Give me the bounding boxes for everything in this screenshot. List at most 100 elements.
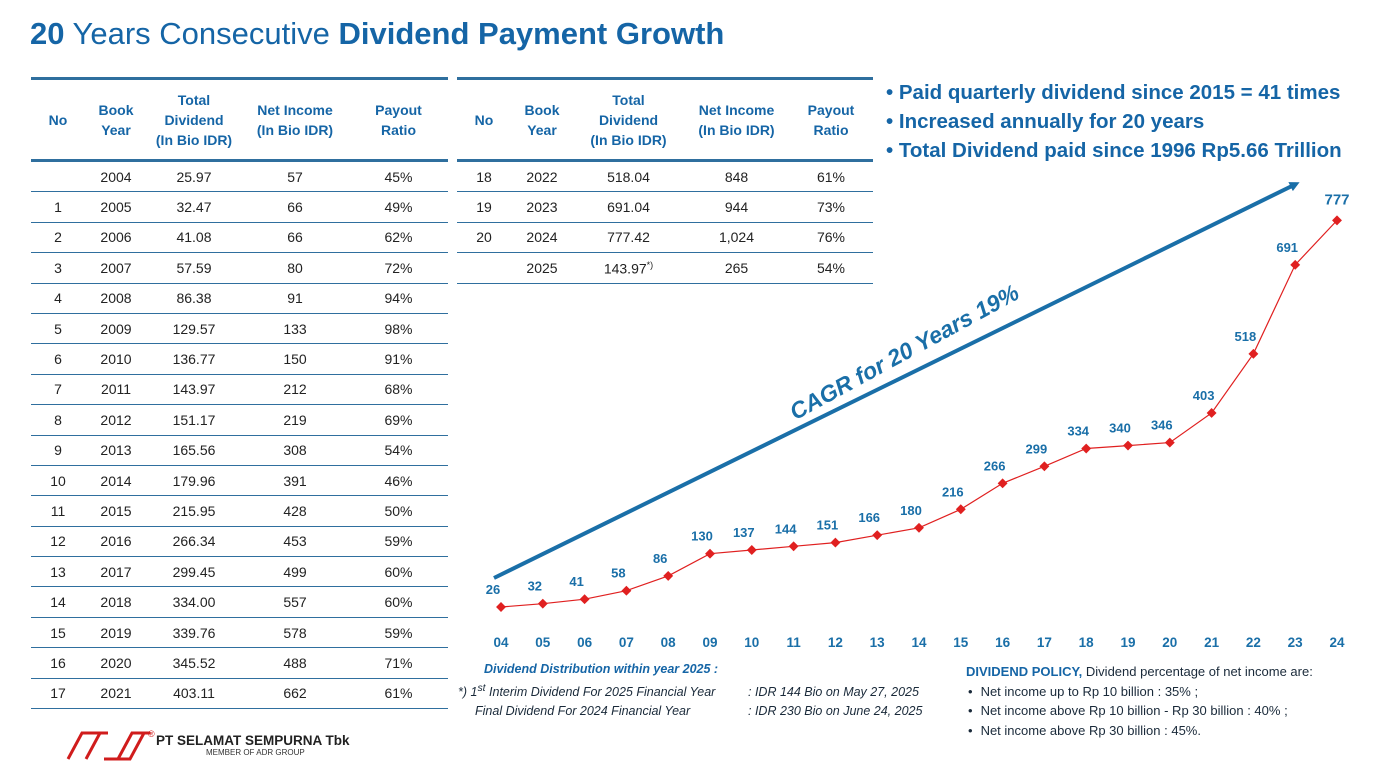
data-label: 86	[653, 551, 667, 566]
highlight-item: • Paid quarterly dividend since 2015 = 4…	[886, 81, 1341, 104]
cell-net-income: 499	[241, 556, 349, 588]
data-point	[621, 585, 632, 596]
cell-total-dividend: 299.45	[147, 556, 241, 588]
company-logo: ® PT SELAMAT SEMPURNA Tbk MEMBER OF ADR …	[64, 727, 364, 767]
data-label: 41	[569, 574, 583, 589]
cell-net-income: 80	[241, 252, 349, 284]
footnote-mark: *)	[646, 259, 654, 270]
x-tick-label: 04	[493, 635, 509, 650]
company-name: PT SELAMAT SEMPURNA Tbk	[156, 733, 350, 748]
policy-item: Net income up to Rp 10 billion : 35% ;	[966, 682, 1313, 702]
data-label: 216	[942, 484, 964, 499]
table-row: 13 2017 299.45 499 60%	[31, 556, 448, 588]
data-point	[1081, 443, 1092, 454]
x-tick-label: 06	[577, 635, 593, 650]
col-header-total-dividend: Total Dividend (In Bio IDR)	[590, 91, 667, 148]
table-row: 9 2013 165.56 308 54%	[31, 435, 448, 466]
cell-net-income: 848	[684, 160, 789, 193]
data-label: 777	[1324, 191, 1349, 208]
data-label: 58	[611, 566, 625, 581]
cell-no: 2	[31, 222, 85, 254]
cell-no: 12	[31, 526, 85, 558]
cell-payout-ratio: 60%	[349, 556, 448, 588]
table-row: 7 2011 143.97 212 68%	[31, 374, 448, 406]
cell-net-income: 133	[241, 313, 349, 345]
table-row: 11 2015 215.95 428 50%	[31, 495, 448, 527]
cell-book-year: 2021	[85, 678, 147, 710]
cell-net-income: 219	[241, 404, 349, 436]
col-header-total-dividend: Total Dividend (In Bio IDR)	[155, 91, 233, 148]
table-row: 12 2016 266.34 453 59%	[31, 526, 448, 558]
cell-payout-ratio: 68%	[349, 374, 448, 406]
table-row: 16 2020 345.52 488 71%	[31, 647, 448, 679]
data-label: 137	[733, 525, 755, 540]
dividend-table-right: No Book Year Total Dividend (In Bio IDR) Ne…	[457, 77, 873, 284]
cell-total-dividend: 339.76	[147, 617, 241, 649]
cell-book-year: 2025	[511, 252, 573, 284]
cell-payout-ratio: 94%	[349, 283, 448, 314]
x-tick-label: 24	[1329, 635, 1345, 650]
cell-book-year: 2006	[85, 222, 147, 254]
x-tick-label: 07	[619, 635, 634, 650]
x-tick-label: 23	[1288, 635, 1304, 650]
cell-payout-ratio: 91%	[349, 343, 448, 375]
cell-total-dividend: 86.38	[147, 283, 241, 314]
cell-payout-ratio: 45%	[349, 160, 448, 193]
data-point	[496, 602, 506, 612]
cell-total-dividend: 41.08	[147, 222, 241, 254]
data-label: 346	[1151, 418, 1173, 433]
data-point	[1332, 215, 1342, 226]
policy-item: Net income above Rp 30 billion : 45%.	[966, 721, 1313, 741]
data-label: 266	[984, 458, 1006, 473]
data-label: 299	[1026, 441, 1048, 456]
cell-book-year: 2008	[85, 283, 147, 314]
dividend-table-left: No Book Year Total Dividend (In Bio IDR) Ne…	[31, 77, 448, 710]
page-title: 20 Years Consecutive Dividend Payment Gr…	[30, 16, 725, 51]
cell-net-income: 1,024	[684, 222, 789, 254]
table-row: 17 2021 403.11 662 61%	[31, 678, 448, 710]
x-tick-label: 22	[1246, 635, 1261, 650]
data-label: 334	[1067, 424, 1089, 439]
cell-total-dividend: 179.96	[147, 465, 241, 497]
cell-payout-ratio: 59%	[349, 526, 448, 558]
data-point	[1206, 408, 1217, 418]
x-tick-label: 14	[911, 635, 927, 650]
cell-payout-ratio: 59%	[349, 617, 448, 649]
cell-book-year: 2022	[511, 160, 573, 193]
cell-no: 15	[31, 617, 85, 649]
x-tick-label: 12	[828, 635, 843, 650]
data-label: 340	[1109, 421, 1131, 436]
cell-total-dividend: 334.00	[147, 586, 241, 618]
cell-total-dividend: 266.34	[147, 526, 241, 558]
cell-total-dividend: 691.04	[573, 191, 684, 223]
table-row: 8 2012 151.17 219 69%	[31, 404, 448, 436]
data-point	[1248, 348, 1259, 359]
cell-book-year: 2004	[85, 160, 147, 193]
cell-net-income: 662	[241, 678, 349, 710]
data-point	[537, 598, 548, 609]
cell-book-year: 2005	[85, 191, 147, 223]
data-point	[914, 522, 924, 533]
cell-payout-ratio: 71%	[349, 647, 448, 679]
table-row: 5 2009 129.57 133 98%	[31, 313, 448, 345]
cell-payout-ratio: 73%	[789, 191, 873, 223]
data-point	[997, 478, 1008, 489]
data-label: 151	[817, 518, 839, 533]
x-tick-label: 10	[744, 635, 759, 650]
cell-net-income: 212	[241, 374, 349, 406]
cell-total-dividend: 129.57	[147, 313, 241, 345]
policy-heading: DIVIDEND POLICY, Dividend percentage of …	[966, 664, 1313, 679]
cell-net-income: 578	[241, 617, 349, 649]
cell-total-dividend: 25.97	[147, 160, 241, 193]
cell-total-dividend: 143.97*)	[573, 252, 684, 284]
cell-total-dividend: 32.47	[147, 191, 241, 223]
cell-no: 16	[31, 647, 85, 679]
cell-book-year: 2024	[511, 222, 573, 254]
col-header-book-year: Book Year	[98, 101, 134, 138]
cell-no: 4	[31, 283, 85, 314]
cell-book-year: 2015	[85, 495, 147, 527]
cell-payout-ratio: 98%	[349, 313, 448, 345]
cell-no: 19	[457, 191, 511, 223]
data-point	[1164, 437, 1175, 448]
data-point	[746, 545, 757, 555]
